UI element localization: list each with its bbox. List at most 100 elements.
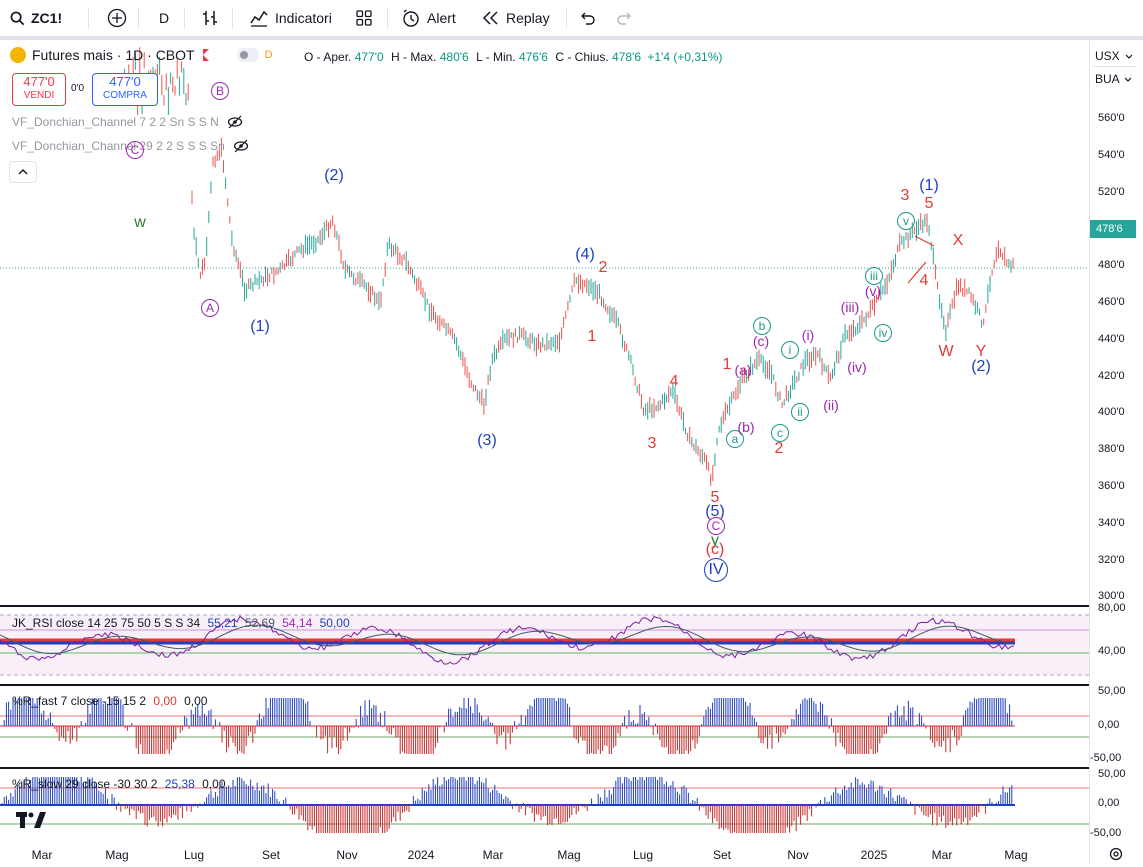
wave-label-r1[interactable]: 1	[722, 356, 732, 373]
wave-label-iii[interactable]: iii	[865, 267, 883, 285]
wave-label-n4[interactable]: (4)	[575, 246, 595, 263]
price-axis-tick: 320'0	[1098, 553, 1125, 566]
donchian-7-legend[interactable]: VF_Donchian_Channel 7 2 2 Sn S S N	[12, 115, 243, 129]
wave-label-r4[interactable]: 4	[919, 272, 929, 289]
wave-label-r5[interactable]: 5	[924, 195, 934, 212]
wave-label-piv[interactable]: (iv)	[847, 359, 867, 375]
price-axis-tick: 300'0	[1098, 590, 1125, 603]
wave-label-pi[interactable]: (i)	[801, 327, 815, 343]
donchian-7-label: VF_Donchian_Channel 7 2 2 Sn S S N	[12, 115, 219, 129]
templates-button[interactable]	[355, 0, 373, 36]
wave-label-x[interactable]: X	[952, 232, 964, 249]
sell-button[interactable]: 477'0 VENDI	[12, 73, 66, 106]
compare-button[interactable]	[107, 0, 127, 36]
wave-label-iv[interactable]: IV	[704, 558, 728, 582]
r-fast-legend-label: %R_fast 7 close -15 15 2	[12, 694, 147, 708]
eye-hidden-icon[interactable]	[227, 115, 243, 129]
wave-label-pii[interactable]: (ii)	[823, 397, 839, 413]
wave-label-r3[interactable]: 3	[647, 435, 657, 452]
redo-icon	[617, 12, 631, 25]
undo-button[interactable]	[578, 0, 596, 36]
settings-button[interactable]	[1108, 846, 1124, 867]
wave-label-a[interactable]: a	[726, 430, 744, 448]
r-slow-legend[interactable]: %R_slow 29 close -30 30 2 25,38 0,00	[12, 777, 226, 791]
bar-chart-type-icon	[203, 11, 217, 25]
wave-label-y[interactable]: y	[711, 532, 719, 549]
symbol-description[interactable]: Futures mais · 1D · CBOT	[32, 47, 195, 63]
time-axis-tick: Nov	[787, 848, 809, 862]
wave-label-y[interactable]: Y	[975, 343, 987, 360]
rsi-legend-label: JK_RSI close 14 25 75 50 5 S S 34	[12, 616, 201, 630]
tradingview-logo[interactable]	[16, 812, 46, 833]
wave-label-r4[interactable]: 4	[669, 373, 679, 390]
symbol-search-button[interactable]: ZC1!	[10, 0, 62, 36]
wave-label-b[interactable]: B	[211, 82, 229, 100]
pane-divider[interactable]	[0, 684, 1143, 686]
wave-label-pv[interactable]: (v)	[864, 283, 882, 299]
main-legend: Futures mais · 1D · CBOT D	[10, 47, 273, 63]
wave-label-r2[interactable]: 2	[774, 440, 784, 457]
wave-label-n5[interactable]: (5)	[705, 503, 725, 520]
pane-divider[interactable]	[0, 767, 1143, 769]
time-axis-tick: Mar	[31, 848, 53, 862]
wave-label-n2[interactable]: (2)	[324, 167, 344, 184]
wave-label-r3[interactable]: 3	[900, 187, 910, 204]
wave-label-c[interactable]: c	[771, 424, 789, 442]
wave-label-r2[interactable]: 2	[598, 259, 608, 276]
wave-label-rc[interactable]: (c)	[705, 541, 725, 558]
wave-label-piii[interactable]: (iii)	[840, 299, 860, 315]
wave-label-b[interactable]: b	[753, 317, 771, 335]
time-axis-tick: Mag	[1004, 848, 1028, 862]
wave-label-ii[interactable]: ii	[791, 403, 809, 421]
wave-label-n2[interactable]: (2)	[971, 358, 991, 375]
price-axis[interactable]: USX BUA 560'0540'0520'0500'0480'0460'044…	[1089, 40, 1143, 865]
wave-label-n3[interactable]: (3)	[477, 432, 497, 449]
wave-label-c[interactable]: C	[707, 517, 725, 535]
collapse-legend-button[interactable]	[9, 161, 37, 183]
r-slow-axis-tick: 50,00	[1098, 768, 1126, 780]
price-axis-tick: 420'0	[1098, 369, 1125, 382]
unit-selector[interactable]: BUA	[1093, 69, 1137, 89]
change-value: +1'4 (+0,31%)	[647, 50, 723, 64]
open-value: 477'0	[354, 50, 384, 64]
wave-label-pb[interactable]: (b)	[737, 419, 755, 435]
indicators-button[interactable]: Indicatori	[249, 0, 332, 36]
indicators-icon	[250, 10, 268, 27]
wave-label-w[interactable]: w	[134, 214, 146, 231]
wave-label-pa[interactable]: (a)	[734, 362, 752, 378]
donchian-29-legend[interactable]: VF_Donchian_Channel 29 2 2 S S S Sn	[12, 139, 249, 153]
wave-label-w[interactable]: W	[938, 343, 954, 360]
replay-button[interactable]: Replay	[482, 0, 550, 36]
eye-hidden-icon[interactable]	[233, 139, 249, 153]
wave-label-a[interactable]: A	[201, 299, 219, 317]
wave-label-n1[interactable]: (1)	[919, 177, 939, 194]
time-axis[interactable]: Mar Mag Lug Set Nov 2024 Mar Mag Lug Set Nov 2025 Ma…	[0, 844, 1089, 865]
r-slow-value-2: 0,00	[202, 777, 226, 791]
main-chart-canvas[interactable]	[0, 40, 1089, 865]
close-label: C - Chius.	[555, 50, 609, 64]
buy-label: COMPRA	[103, 90, 147, 101]
buy-button[interactable]: 477'0 COMPRA	[92, 73, 158, 106]
wave-label-iv[interactable]: iv	[874, 324, 892, 342]
redo-button[interactable]	[616, 0, 634, 36]
wave-label-c[interactable]: C	[126, 141, 144, 159]
currency-selector[interactable]: USX	[1093, 46, 1137, 67]
alert-label: Alert	[427, 10, 456, 26]
pane-divider[interactable]	[0, 605, 1143, 607]
alert-button[interactable]: Alert	[401, 0, 456, 36]
delay-toggle[interactable]	[236, 48, 259, 62]
wave-label-r5[interactable]: 5	[710, 489, 720, 506]
interval-button[interactable]: D	[159, 0, 169, 36]
rsi-ma-line	[0, 624, 1015, 656]
flag-icon[interactable]	[202, 49, 209, 61]
price-candles	[119, 47, 1014, 487]
wave-label-i[interactable]: i	[781, 341, 799, 359]
r-fast-legend[interactable]: %R_fast 7 close -15 15 2 0,00 0,00	[12, 694, 207, 708]
chart-type-button[interactable]	[200, 0, 220, 36]
wave-label-pc[interactable]: (c)	[752, 333, 770, 349]
wave-label-n1[interactable]: (1)	[250, 318, 270, 335]
rsi-axis-tick: 40,00	[1098, 645, 1126, 657]
rsi-legend[interactable]: JK_RSI close 14 25 75 50 5 S S 34 55,21 …	[12, 616, 350, 630]
wave-label-r1[interactable]: 1	[587, 328, 597, 345]
wave-label-v[interactable]: v	[897, 212, 915, 230]
